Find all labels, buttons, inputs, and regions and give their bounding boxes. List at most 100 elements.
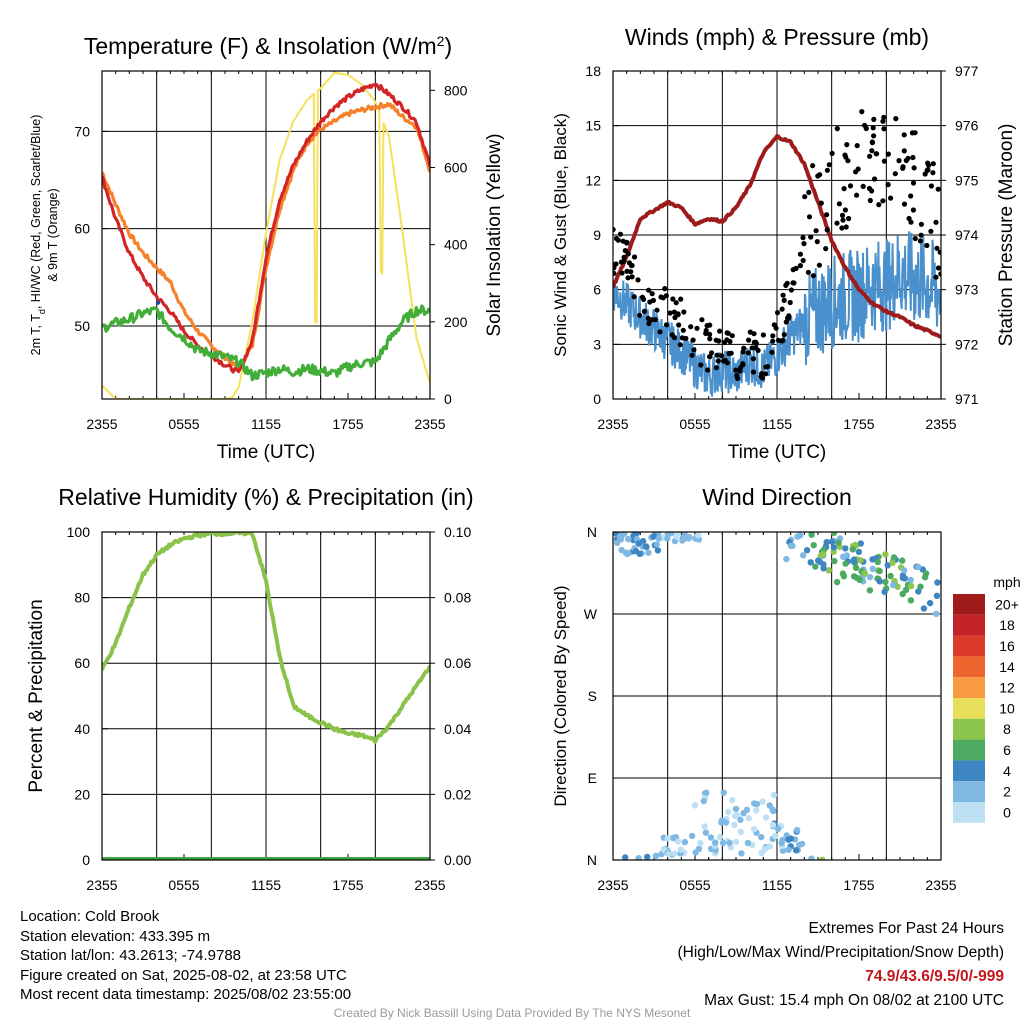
x-tick-label: 1155 (251, 416, 281, 432)
gust-point (699, 317, 705, 323)
gust-point (670, 296, 676, 302)
direction-point (835, 539, 842, 546)
gust-point (823, 246, 829, 252)
direction-point (613, 539, 621, 546)
plot-area-wind (613, 109, 941, 397)
gust-point (813, 228, 819, 234)
direction-point (825, 567, 833, 574)
gust-point (839, 212, 846, 218)
y-tick-label: N (587, 852, 597, 868)
direction-point (887, 572, 894, 580)
gust-point (881, 126, 887, 132)
plot-area-temperature (102, 71, 430, 399)
legend-swatch (953, 594, 985, 615)
gust-point (901, 132, 907, 138)
gust-point (872, 176, 878, 182)
y2-tick-label: 800 (444, 82, 468, 98)
direction-point (869, 565, 876, 573)
gust-point (834, 126, 840, 132)
pressure-line (613, 134, 941, 339)
x-tick-label: 0555 (679, 877, 710, 893)
direction-point (778, 839, 785, 846)
direction-point (665, 851, 672, 858)
gust-point (816, 262, 823, 268)
extremes-info: Extremes For Past 24 Hours (High/Low/Max… (678, 917, 1005, 1013)
station-info: Location: Cold Brook Station elevation: … (20, 907, 351, 1005)
direction-point (725, 808, 732, 816)
direction-point (671, 850, 678, 857)
direction-point (787, 542, 795, 550)
direction-point (729, 796, 736, 804)
direction-point (701, 823, 708, 830)
direction-point (732, 838, 740, 845)
x-axis-label: Time (UTC) (728, 442, 827, 463)
y-tick-label: 12 (585, 172, 601, 188)
gust-point (750, 369, 757, 375)
direction-point (884, 562, 891, 569)
y2-tick-label: 0.08 (444, 590, 471, 606)
extremes-fields: (High/Low/Max Wind/Precipitation/Snow De… (677, 944, 1005, 961)
gust-point (680, 327, 686, 333)
direction-point (915, 588, 922, 595)
direction-point (653, 541, 660, 548)
direction-point (866, 573, 874, 581)
legend-swatch (953, 781, 985, 802)
heat-index-point (155, 300, 161, 305)
gust-point (880, 118, 886, 124)
direction-point (688, 832, 696, 840)
gust-point (846, 215, 852, 222)
gust-point (910, 207, 917, 213)
direction-point (876, 578, 883, 585)
gust-point (780, 292, 786, 298)
direction-point (808, 532, 815, 538)
gust-point (930, 170, 936, 176)
direction-point (677, 846, 684, 853)
direction-point (840, 553, 847, 560)
gust-point (635, 277, 641, 283)
legend-title: mph (993, 574, 1020, 590)
direction-point (774, 825, 782, 833)
gust-point (810, 273, 817, 279)
gust-point (671, 309, 678, 315)
gust-point (740, 361, 746, 367)
plot-frame (612, 70, 942, 400)
gust-point (935, 265, 941, 271)
direction-point (769, 821, 777, 829)
direction-point (861, 570, 868, 577)
gust-point (859, 109, 865, 115)
direction-point (902, 586, 910, 593)
gust-point (733, 367, 739, 373)
legend-label: 0 (1003, 804, 1011, 820)
temp-2m-line (102, 83, 430, 374)
gust-point (678, 296, 684, 302)
direction-point (679, 536, 687, 543)
direction-point (796, 841, 803, 849)
gust-point (646, 287, 652, 293)
gust-point (774, 310, 781, 316)
x-tick-label: 0555 (168, 416, 199, 432)
legend-swatch (953, 614, 985, 636)
gust-point (781, 332, 787, 338)
direction-point (783, 555, 790, 563)
chart-title: Wind Direction (702, 484, 852, 510)
extremes-values: 74.9/43.6/9.5/0/-999 (865, 968, 1004, 985)
direction-point (753, 807, 760, 814)
credit-text: Created By Nick Bassill Using Data Provi… (333, 1006, 691, 1020)
gust-point (893, 116, 899, 122)
y2-tick-label: 0.10 (444, 524, 471, 540)
y-tick-label: 40 (74, 721, 90, 737)
y2-tick-label: 974 (955, 227, 979, 243)
gust-point (637, 312, 643, 318)
x-tick-label: 1155 (762, 416, 792, 432)
gust-point (841, 186, 847, 192)
direction-point (890, 581, 897, 589)
gust-point (658, 294, 664, 300)
x-tick-label: 1755 (843, 877, 874, 893)
y-tick-label: 15 (585, 118, 601, 134)
direction-point (882, 551, 889, 558)
y-tick-label: E (588, 770, 597, 786)
y2-tick-label: 0.06 (444, 655, 471, 671)
direction-point (810, 542, 817, 549)
direction-point (654, 547, 662, 554)
